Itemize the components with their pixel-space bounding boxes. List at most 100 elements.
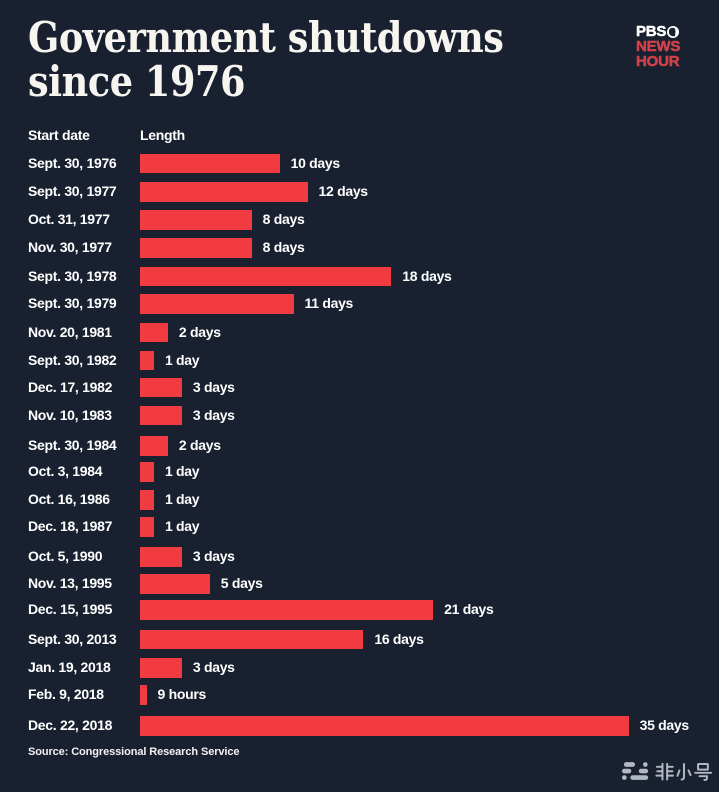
row-bar: [140, 377, 182, 398]
pbs-logo-line2: NEWS: [636, 38, 681, 55]
row-length-label: 2 days: [178, 437, 221, 453]
row-start-date: Nov. 10, 1983: [28, 406, 112, 423]
row-length-label: 1 day: [164, 351, 200, 368]
row-length-label: 8 days: [262, 239, 305, 256]
row-start-date: Dec. 17, 1982: [28, 378, 113, 395]
row-start-date: Jan. 19, 2018: [28, 659, 111, 676]
row-bar: [140, 322, 168, 343]
row-bar: [140, 405, 182, 426]
title-line-2: since 1976: [28, 57, 246, 106]
pbs-logo-line3: HOUR: [636, 53, 680, 70]
row-length-label: 5 days: [220, 575, 263, 592]
row-length-label: 1 day: [164, 518, 200, 535]
chart-row: Dec. 18, 1987 1 day: [0, 517, 719, 537]
row-length-label: 9 hours: [157, 686, 207, 703]
row-bar: [140, 294, 294, 314]
row-length-label: 18 days: [402, 267, 452, 284]
row-length-label: 10 days: [290, 154, 341, 171]
row-bar: [140, 574, 210, 594]
watermark-text-icon: [655, 762, 713, 781]
row-start-date: Sept. 30, 1978: [28, 267, 117, 284]
row-start-date: Oct. 3, 1984: [28, 463, 103, 480]
chart-row: Oct. 31, 1977 8 days: [0, 210, 719, 230]
row-bar: [140, 462, 154, 482]
chart-row: Nov. 10, 1983 3 days: [0, 405, 719, 426]
row-start-date: Dec. 15, 1995: [28, 601, 113, 618]
chart-row: Sept. 30, 1976 10 days: [0, 153, 719, 174]
chart-row: Sept. 30, 1977 12 days: [0, 182, 719, 202]
row-bar: [140, 210, 252, 230]
row-bar: [140, 600, 434, 620]
chart-row: Nov. 20, 1981 2 days: [0, 322, 719, 343]
row-bar: [140, 629, 364, 650]
chart-row: Sept. 30, 1982 1 day: [0, 350, 719, 371]
pbs-head-icon: [667, 25, 680, 38]
row-start-date: Nov. 30, 1977: [28, 239, 112, 256]
row-start-date: Sept. 30, 1982: [28, 351, 117, 368]
row-start-date: Sept. 30, 1984: [28, 437, 117, 453]
row-start-date: Sept. 30, 1976: [28, 154, 117, 171]
row-bar: [140, 238, 252, 258]
row-length-label: 35 days: [639, 717, 690, 734]
row-start-date: Nov. 20, 1981: [28, 323, 112, 340]
column-header-length: Length: [140, 127, 185, 143]
row-start-date: Sept. 30, 1979: [28, 295, 117, 312]
row-start-date: Sept. 30, 2013: [28, 630, 117, 647]
chart-row: Dec. 22, 2018 35 days: [0, 716, 719, 736]
row-start-date: Oct. 31, 1977: [28, 211, 110, 228]
chart-row: Oct. 5, 1990 3 days: [0, 547, 719, 567]
row-bar: [140, 547, 182, 567]
row-bar: [140, 153, 280, 174]
row-bar: [140, 436, 168, 456]
row-bar: [140, 658, 182, 678]
chart-row: Nov. 13, 1995 5 days: [0, 574, 719, 594]
row-start-date: Oct. 16, 1986: [28, 491, 110, 508]
source-note: Source: Congressional Research Service: [28, 746, 240, 758]
watermark: [622, 762, 713, 781]
row-start-date: Dec. 18, 1987: [28, 518, 113, 535]
row-length-label: 11 days: [304, 295, 354, 312]
row-bar: [140, 685, 147, 705]
row-length-label: 3 days: [192, 548, 235, 564]
row-length-label: 3 days: [192, 406, 235, 423]
pbs-newshour-logo: PBS NEWS HOUR: [636, 24, 681, 70]
chart-row: Sept. 30, 1978 18 days: [0, 266, 719, 287]
row-length-label: 3 days: [192, 378, 235, 395]
row-start-date: Sept. 30, 1977: [28, 183, 117, 199]
pbs-logo-text: PBS: [636, 23, 667, 40]
column-header-start-date: Start date: [28, 127, 90, 143]
chart-row: Oct. 16, 1986 1 day: [0, 490, 719, 510]
chart-row: Jan. 19, 2018 3 days: [0, 658, 719, 678]
row-start-date: Oct. 5, 1990: [28, 548, 103, 564]
row-length-label: 1 day: [164, 463, 200, 480]
row-bar: [140, 350, 154, 371]
row-length-label: 12 days: [318, 183, 369, 199]
chart-row: Feb. 9, 2018 9 hours: [0, 685, 719, 705]
row-length-label: 8 days: [262, 211, 305, 228]
row-bar: [140, 490, 154, 510]
chart-row: Dec. 17, 1982 3 days: [0, 377, 719, 398]
pbs-logo-line1: PBS: [636, 24, 680, 39]
feixiaohao-logo-icon: [622, 762, 649, 780]
row-start-date: Dec. 22, 2018: [28, 717, 113, 734]
chart-row: Oct. 3, 1984 1 day: [0, 462, 719, 482]
row-length-label: 2 days: [178, 323, 221, 340]
chart-row: Sept. 30, 2013 16 days: [0, 629, 719, 650]
row-bar: [140, 182, 308, 202]
row-length-label: 3 days: [192, 659, 235, 676]
row-bar: [140, 517, 154, 537]
row-length-label: 21 days: [444, 601, 494, 618]
chart-row: Nov. 30, 1977 8 days: [0, 238, 719, 258]
row-length-label: 16 days: [374, 630, 424, 647]
row-bar: [140, 266, 392, 287]
row-length-label: 1 day: [164, 491, 200, 508]
chart-row: Sept. 30, 1984 2 days: [0, 436, 719, 456]
row-start-date: Feb. 9, 2018: [28, 686, 104, 703]
chart-row: Sept. 30, 1979 11 days: [0, 294, 719, 314]
row-bar: [140, 716, 629, 736]
row-start-date: Nov. 13, 1995: [28, 575, 112, 592]
chart-row: Dec. 15, 1995 21 days: [0, 600, 719, 620]
title-line-1: Government shutdowns: [28, 13, 504, 62]
page-title: Government shutdowns since 1976: [28, 13, 504, 106]
